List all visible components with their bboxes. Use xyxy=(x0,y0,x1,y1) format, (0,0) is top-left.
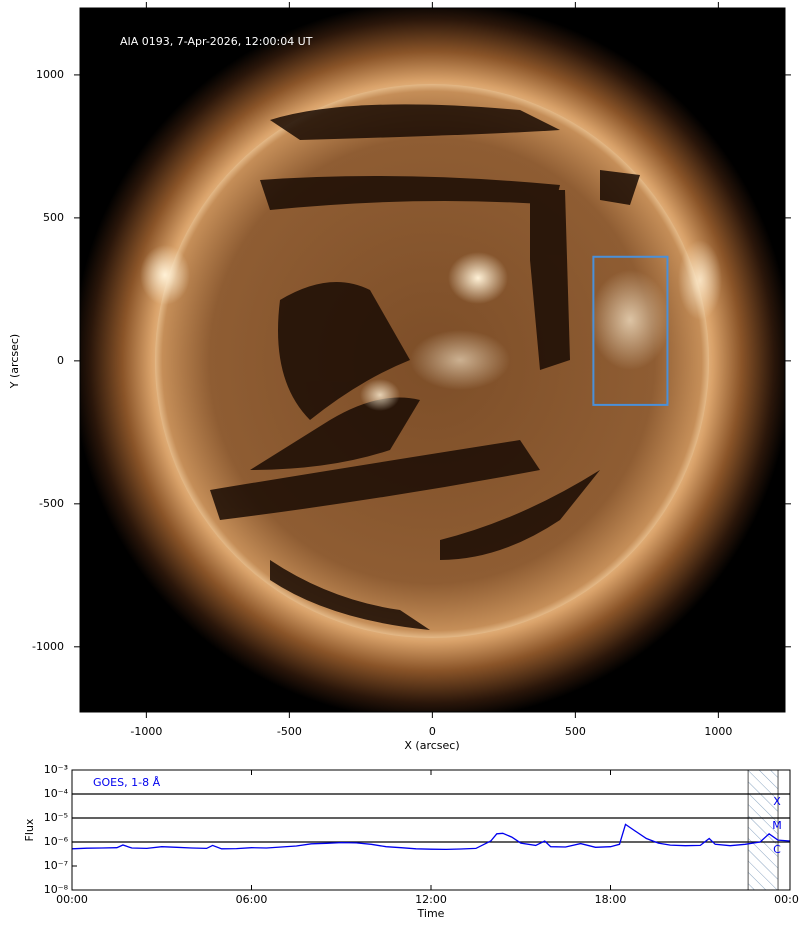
y-tick-label: 10⁻⁶ xyxy=(44,835,69,848)
x-tick-label: 12:00 xyxy=(415,893,447,906)
annotation: AIA 0193, 7-Apr-2026, 12:00:04 UT xyxy=(120,35,313,48)
x-tick-label: -1000 xyxy=(130,725,162,738)
x-tick-label: 00:00 xyxy=(774,893,799,906)
y-tick-label: -500 xyxy=(39,497,64,510)
coronal-holes xyxy=(210,104,640,630)
series-label: GOES, 1-8 Å xyxy=(93,776,161,789)
y-tick-label: 0 xyxy=(57,354,64,367)
x-axis-label: Time xyxy=(417,907,445,920)
hatched-span xyxy=(747,769,779,891)
region-box xyxy=(592,255,669,406)
y-axis-label: Flux xyxy=(23,818,36,841)
x-tick-label: 00:00 xyxy=(56,893,88,906)
plot-frame xyxy=(71,769,791,891)
class-label: X xyxy=(773,795,781,808)
x-tick-label: 500 xyxy=(565,725,586,738)
x-tick-label: 0 xyxy=(429,725,436,738)
x-tick-label: 06:00 xyxy=(236,893,268,906)
x-tick-label: 1000 xyxy=(704,725,732,738)
y-tick-label: 10⁻⁴ xyxy=(44,787,69,800)
x-tick-label: -500 xyxy=(277,725,302,738)
flux-line xyxy=(71,823,791,851)
y-tick-label: 1000 xyxy=(36,68,64,81)
plot-background xyxy=(72,770,790,890)
y-tick-label: -1000 xyxy=(32,640,64,653)
y-tick-label: 10⁻⁷ xyxy=(44,859,68,872)
sun-image xyxy=(80,8,785,712)
class-label: C xyxy=(773,843,781,856)
y-tick-label: 10⁻⁸ xyxy=(44,883,69,896)
x-axis-label: X (arcsec) xyxy=(404,739,459,752)
y-tick-label: 10⁻⁵ xyxy=(44,811,68,824)
bright-regions xyxy=(140,240,722,411)
class-label: M xyxy=(772,819,782,832)
image-panel: AIA 0193, 7-Apr-2026, 12:00:04 UT X (arc… xyxy=(8,2,791,752)
y-axis-label: Y (arcsec) xyxy=(8,334,21,389)
x-tick-label: 18:00 xyxy=(595,893,627,906)
goes-panel: GOES, 1-8 Å Time Flux XMC 00:00 06:00 12:00… xyxy=(23,763,799,920)
y-tick-label: 500 xyxy=(43,211,64,224)
y-tick-label: 10⁻³ xyxy=(44,763,68,776)
